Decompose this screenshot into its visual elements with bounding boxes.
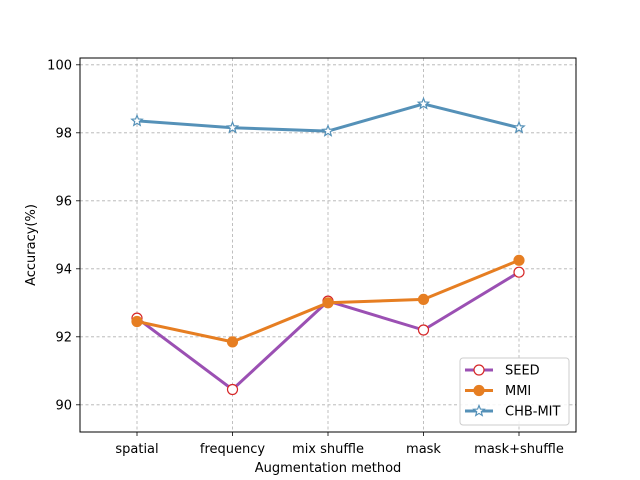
data-point-chb-mit: [321, 123, 335, 137]
data-point-mmi: [226, 336, 239, 348]
x-tick-label: mix shuffle: [292, 442, 364, 457]
legend-box: [459, 357, 570, 426]
legend-marker-seed: [473, 364, 485, 376]
data-point-chb-mit: [225, 120, 240, 134]
legend: SEED MMI CHB-MIT: [459, 357, 570, 426]
legend-item-mmi: MMI: [465, 384, 531, 399]
y-tick-label: 98: [55, 126, 72, 141]
data-point-chb-mit: [130, 113, 144, 127]
data-point-mmi: [322, 297, 334, 309]
y-axis-label: Accuracy(%): [24, 204, 39, 286]
legend-item-seed: SEED: [465, 364, 540, 379]
x-tick-label: frequency: [200, 442, 266, 457]
y-axis-ticks: 90 92 94 96 98 100: [47, 58, 80, 413]
y-tick-label: 94: [55, 262, 72, 277]
data-point-mmi: [417, 293, 430, 305]
legend-label-seed: SEED: [505, 364, 540, 379]
legend-item-chb-mit: CHB-MIT: [465, 403, 561, 420]
x-tick-label: spatial: [115, 442, 158, 457]
data-point-seed: [417, 324, 430, 336]
data-point-mmi: [513, 254, 525, 266]
data-point-chb-mit: [512, 120, 526, 134]
legend-label-chb-mit: CHB-MIT: [505, 405, 561, 420]
data-point-mmi: [131, 315, 143, 328]
series-chb-mit: [130, 96, 526, 137]
x-tick-label: mask: [406, 442, 441, 457]
y-tick-label: 90: [55, 398, 72, 413]
x-axis-label: Augmentation method: [255, 461, 402, 476]
series-group: [130, 96, 526, 396]
x-axis-ticks: spatial frequency mix shuffle mask mask+shuf…: [115, 432, 564, 457]
data-point-seed: [513, 266, 525, 278]
x-tick-label: mask+shuffle: [474, 442, 564, 457]
data-point-seed: [226, 383, 239, 396]
legend-label-mmi: MMI: [505, 384, 531, 399]
legend-marker-chb-mit: [472, 403, 486, 417]
legend-marker-mmi: [473, 384, 485, 397]
data-point-chb-mit: [416, 96, 431, 110]
y-tick-label: 96: [55, 194, 72, 209]
series-mmi: [131, 254, 525, 348]
y-tick-label: 100: [47, 58, 72, 73]
y-tick-label: 92: [55, 330, 72, 345]
